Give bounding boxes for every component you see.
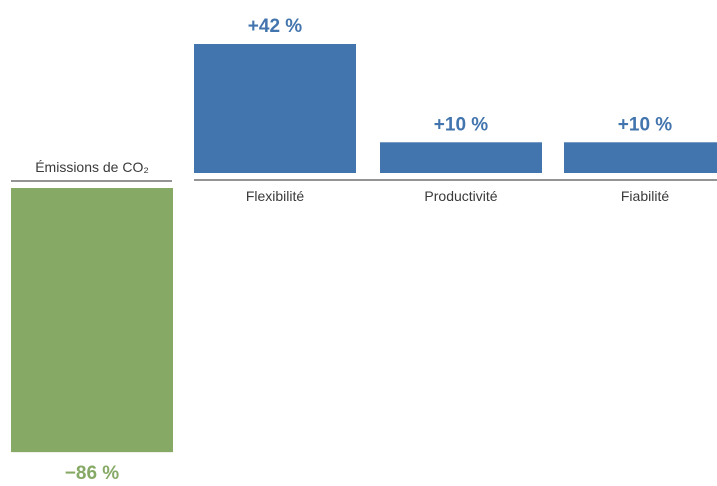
data-label-fiabilite: +10 %: [618, 114, 673, 135]
data-label-flexibilite: +42 %: [248, 16, 303, 37]
category-label-flexibilite: Flexibilité: [246, 188, 305, 204]
category-label-fiabilite: Fiabilité: [621, 188, 669, 204]
data-label-emissions-de-co: −86 %: [65, 463, 120, 484]
category-label-emissions-de-co: Émissions de CO₂: [35, 159, 149, 175]
bar-emissions-de-co: [11, 188, 173, 453]
data-label-productivite: +10 %: [434, 114, 489, 135]
bar-productivite: [380, 142, 542, 173]
bar-flexibilite: [194, 44, 356, 173]
category-label-productivite: Productivité: [424, 188, 497, 204]
bar-fiabilite: [564, 142, 717, 173]
